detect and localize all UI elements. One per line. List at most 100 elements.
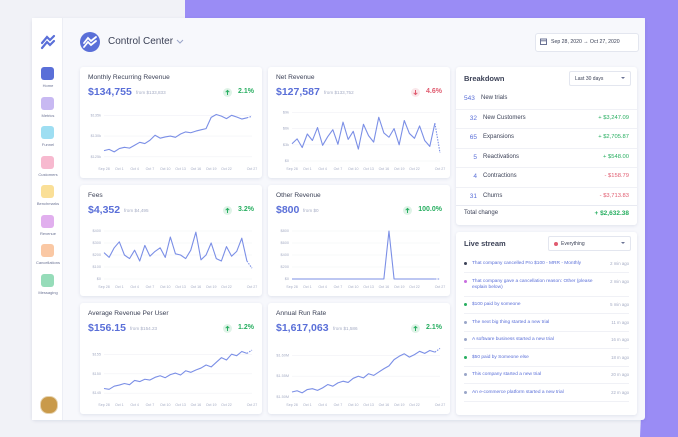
row-label[interactable]: Churns [483,192,503,199]
nav-icon[interactable] [41,244,54,257]
y-tick-label: $400 [93,229,101,233]
arrow [225,207,230,213]
panel-title: Breakdown [464,74,505,83]
nav-icon[interactable] [41,96,54,110]
card-value: $127,587 [276,86,320,98]
nav-icon[interactable] [41,273,54,287]
x-tick-label: Oct 19 [394,285,405,289]
x-tick-label: Oct 16 [379,285,390,289]
change-arrow [403,205,412,215]
x-tick-label: Oct 1 [303,167,312,171]
change-arrow [411,87,420,97]
x-tick-label: Oct 27 [435,167,446,171]
row-divider [464,365,629,367]
nav-label: Home [42,83,54,88]
y-tick-label: $3k [283,143,289,147]
x-tick-label: Oct 22 [221,403,232,407]
x-tick-label: Oct 4 [130,167,139,171]
page-title: Control Center [108,36,174,47]
row-label[interactable]: New trials [481,95,508,101]
period-dropdown[interactable]: Last 30 days [569,71,631,86]
row-divider [464,348,629,349]
event-text[interactable]: $50 paid by Someone else [472,354,529,360]
row-count: 32 [469,114,477,122]
card-value: $800 [276,204,300,216]
nav-icon[interactable] [41,185,54,198]
y-tick-label: $155 [93,353,101,357]
x-tick-label: Oct 16 [191,403,202,407]
card-title: Average Revenue Per User [88,310,169,317]
x-tick-label: Oct 7 [146,285,155,289]
arrow [413,89,418,95]
card-from: from $154.23 [130,326,158,331]
x-tick-label: Oct 13 [175,403,186,407]
nav-icon[interactable] [41,67,54,80]
x-tick-label: Oct 19 [206,167,217,171]
row-label[interactable]: New Customers [483,114,526,121]
nav-label: Customers [38,171,58,177]
x-tick-label: Oct 4 [318,285,327,289]
breakdown-panel: Breakdown Last 30 days 543 New trials 32 New … [456,67,637,225]
metric-card[interactable]: Average Revenue Per User $156.15 from $154… [80,303,262,414]
event-text[interactable]: A software business started a new trial [472,337,554,342]
x-tick-label: Oct 27 [247,403,258,407]
x-tick-label: Oct 7 [334,167,343,171]
x-tick-label: Oct 27 [435,285,446,289]
row-label[interactable]: Contractions [483,173,517,179]
y-tick-label: $200 [93,253,101,257]
metric-card[interactable]: Other Revenue $800 from $0 100.0% $0 $200 $400… [268,185,450,296]
metric-card[interactable]: Net Revenue $127,587 from $133,752 4.6% $0 $3… [268,67,450,178]
nav-icon[interactable] [41,126,54,139]
nav-icon[interactable] [41,155,54,169]
nav-label: Cancellations [35,260,60,265]
x-tick-label: Oct 10 [348,403,359,407]
event-text[interactable]: That company gave a cancellation reason:… [472,278,593,291]
title-caret[interactable] [176,39,184,45]
x-tick-label: Oct 4 [318,167,327,171]
card-chart: $1.50M $1.55M $1.60M Sep 28 Oct 1 Oct 4 Oct 7 O… [276,347,446,407]
nav-label: Revenue [39,230,56,236]
y-tick-label: $100 [93,265,101,269]
filter-dropdown[interactable]: Everything [548,236,631,251]
avatar[interactable] [40,396,58,414]
period-label: Last 30 days [575,76,604,82]
card-value: $1,617,063 [276,322,329,334]
event-text[interactable]: That company cancelled Pro $100 - MRR - … [472,261,582,266]
x-tick-label: Oct 22 [221,285,232,289]
card-change: 2.1% [238,88,254,95]
x-tick-label: Oct 10 [348,285,359,289]
row-label[interactable]: Expansions [483,134,515,140]
card-title: Fees [88,192,103,199]
event-text[interactable]: An e-commerce platform started a new tri… [472,389,564,395]
nav-icon[interactable] [41,214,54,228]
change-arrow [223,205,232,215]
metric-card[interactable]: Annual Run Rate $1,617,063 from $1,586 2.1%… [268,303,450,414]
date-picker[interactable] [535,33,639,52]
y-tick-label: $9k [283,110,289,114]
event-text[interactable]: $100 paid by someone [472,302,521,307]
change-arrow [411,323,420,333]
x-tick-label: Oct 19 [394,403,405,407]
arrow [405,207,410,213]
x-tick-label: Oct 13 [363,167,374,171]
line-series [103,350,248,390]
y-tick-label: $600 [281,241,289,245]
x-tick-label: Sep 28 [286,403,297,407]
event-dot [464,262,467,265]
card-change: 4.6% [426,88,442,95]
y-tick-label: $6k [283,127,289,131]
event-text[interactable]: This company started a new trial [472,372,542,377]
row-label[interactable]: Reactivations [483,153,520,160]
y-tick-label: $800 [281,229,289,233]
line-projection [246,260,253,269]
row-divider [456,147,637,149]
event-time: 22 m ago [611,389,629,395]
metric-card[interactable]: Fees $4,352 from $4,495 3.2% $0 $100 $200 $300 $… [80,185,262,296]
event-time: 16 m ago [611,337,629,342]
metric-card[interactable]: Monthly Recurring Revenue $134,755 from $1… [80,67,262,178]
event-text[interactable]: The next big thing started a new trial [472,319,550,325]
x-tick-label: Oct 13 [175,167,186,171]
x-tick-label: Oct 27 [435,403,446,407]
row-divider [456,167,637,168]
x-tick-label: Oct 22 [221,167,232,171]
